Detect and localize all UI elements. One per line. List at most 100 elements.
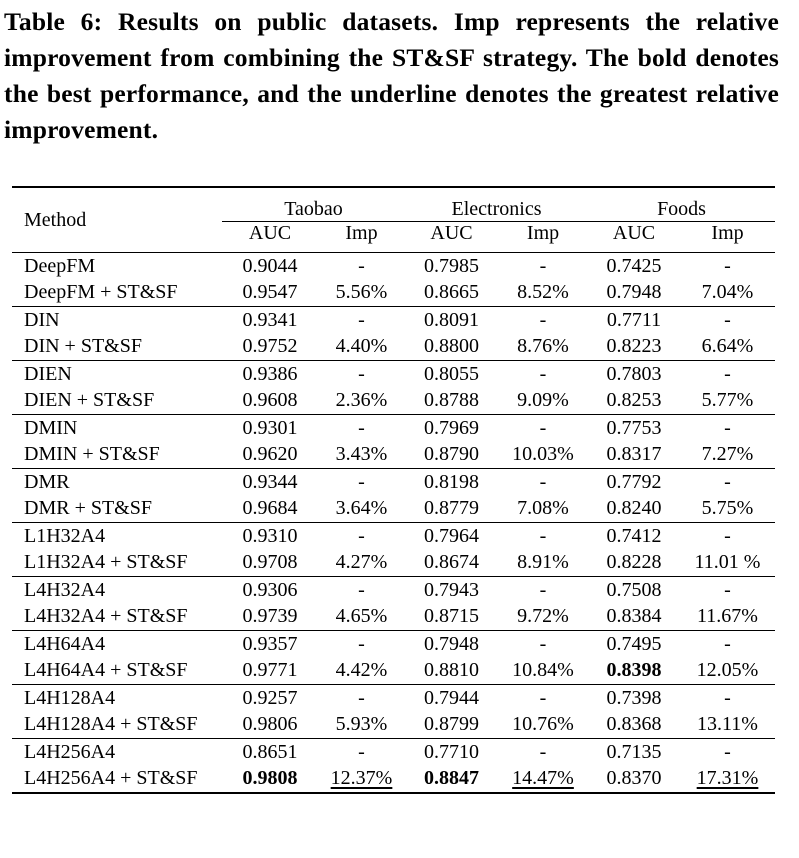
cell-text: DMIN + ST&SF <box>24 443 160 466</box>
method-cell: L4H128A4 <box>12 684 222 712</box>
cell-text: - <box>358 308 365 331</box>
table-row: L4H128A4 0.9257 - 0.7944 - 0.7398 - <box>12 684 776 712</box>
cell-text: 7.27% <box>701 443 754 466</box>
method-cell: L4H32A4 <box>12 576 222 604</box>
cell-text: - <box>724 632 731 655</box>
cell-text: - <box>724 362 731 385</box>
cell-text: 3.64% <box>335 497 388 520</box>
cell-text: 0.8223 <box>606 335 662 358</box>
value-cell: - <box>680 684 776 712</box>
sub-header: AUC <box>248 222 292 244</box>
cell-text: 0.9684 <box>242 497 298 520</box>
table-row: DMIN 0.9301 - 0.7969 - 0.7753 - <box>12 414 776 442</box>
value-cell: 0.9752 <box>222 334 318 361</box>
cell-text: - <box>358 740 365 763</box>
value-cell: 0.7412 <box>588 522 681 550</box>
header-cell: Method <box>24 208 87 231</box>
cell-text: 0.7792 <box>606 470 662 493</box>
table-row: L4H64A4 + ST&SF 0.9771 4.42% 0.8810 10.84% 0.… <box>12 658 775 685</box>
value-cell: - <box>680 253 775 280</box>
value-cell: 11.67% <box>680 604 775 631</box>
group-header: Foods <box>588 187 776 222</box>
cell-text: 0.9357 <box>242 632 298 655</box>
value-cell: - <box>498 306 589 334</box>
cell-text: - <box>539 524 547 547</box>
cell-text: 0.9547 <box>242 281 298 304</box>
cell-text: 0.8715 <box>424 605 480 628</box>
cell-text: - <box>539 254 547 277</box>
group-header: Taobao <box>222 187 406 222</box>
cell-text: L1H32A4 + ST&SF <box>24 551 188 574</box>
method-cell: DIN <box>12 306 222 334</box>
sub-header: AUC <box>430 222 473 244</box>
cell-text: - <box>539 686 547 709</box>
value-cell: 0.8790 <box>405 442 498 469</box>
value-cell: 7.08% <box>498 496 588 523</box>
cell-text: 0.9808 <box>242 767 298 790</box>
cell-text: 0.8055 <box>424 362 480 385</box>
table-row: L4H32A4 + ST&SF 0.9739 4.65% 0.8715 9.72% 0.8… <box>12 604 775 631</box>
cell-text: 9.09% <box>517 389 569 412</box>
cell-text: 0.8651 <box>242 740 298 763</box>
value-cell: - <box>498 414 589 442</box>
value-cell: - <box>498 684 589 712</box>
cell-text: 0.8847 <box>424 767 480 790</box>
value-cell: 0.7985 <box>405 253 498 280</box>
value-cell: 9.72% <box>498 604 588 631</box>
cell-text: 0.7135 <box>606 740 662 763</box>
value-cell: 0.8228 <box>588 550 680 577</box>
value-cell: 0.8799 <box>405 712 498 739</box>
cell-text: 4.42% <box>335 659 388 682</box>
value-cell: 10.76% <box>498 712 588 739</box>
value-cell: 17.31% <box>680 766 775 794</box>
value-cell: 7.04% <box>680 280 775 307</box>
value-cell: 0.8091 <box>405 306 499 334</box>
value-cell: 0.8810 <box>405 658 498 685</box>
table-row: L4H64A4 0.9357 - 0.7948 - 0.7495 - <box>12 630 776 658</box>
group-header: Electronics <box>405 187 589 222</box>
value-cell: - <box>680 630 776 658</box>
value-cell: 0.9808 <box>222 766 318 794</box>
value-cell: - <box>498 576 589 604</box>
cell-text: DIEN <box>24 362 72 385</box>
cell-text: 14.47% <box>512 767 574 790</box>
value-cell: 0.7969 <box>405 414 499 442</box>
cell-text: 0.7985 <box>424 254 480 277</box>
value-cell: 0.7948 <box>405 630 499 658</box>
method-cell: L4H256A4 <box>12 738 222 766</box>
value-cell: 0.8788 <box>405 388 498 415</box>
cell-text: 0.9806 <box>242 713 298 736</box>
value-cell: 0.8398 <box>588 658 680 685</box>
value-cell: 0.9620 <box>222 442 318 469</box>
value-cell: - <box>318 684 406 712</box>
value-cell: - <box>318 306 406 334</box>
cell-text: 0.8091 <box>424 308 480 331</box>
table-row: DMR + ST&SF 0.9684 3.64% 0.8779 7.08% 0.8240 5… <box>12 496 775 523</box>
table-row: DIN + ST&SF 0.9752 4.40% 0.8800 8.76% 0.8223 6… <box>12 334 775 361</box>
cell-text: - <box>539 308 547 331</box>
cell-text: L4H256A4 <box>24 740 116 763</box>
value-cell: - <box>318 360 406 388</box>
cell-text: DMR <box>24 470 70 493</box>
value-cell: 0.9301 <box>222 414 318 442</box>
sub-header: Imp <box>526 222 560 244</box>
cell-text: 0.7495 <box>606 632 662 655</box>
value-cell: 0.9306 <box>222 576 318 604</box>
value-cell: 0.9708 <box>222 550 318 577</box>
sub-header: Imp <box>711 222 744 244</box>
cell-text: - <box>724 524 731 547</box>
value-cell: 0.7948 <box>588 280 680 307</box>
cell-text: - <box>358 254 365 277</box>
cell-text: - <box>724 578 731 601</box>
method-cell: DeepFM + ST&SF <box>12 280 222 307</box>
cell-text: 0.8665 <box>424 281 480 304</box>
cell-text: 0.8779 <box>424 497 480 520</box>
value-cell: 0.7711 <box>588 306 681 334</box>
cell-text: 4.27% <box>335 551 388 574</box>
value-cell: 0.8368 <box>588 712 680 739</box>
cell-text: 12.05% <box>696 659 759 682</box>
cell-text: 6.64% <box>701 335 754 358</box>
cell-text: 5.56% <box>335 281 388 304</box>
cell-text: - <box>358 578 365 601</box>
value-cell: 0.9344 <box>222 468 318 496</box>
